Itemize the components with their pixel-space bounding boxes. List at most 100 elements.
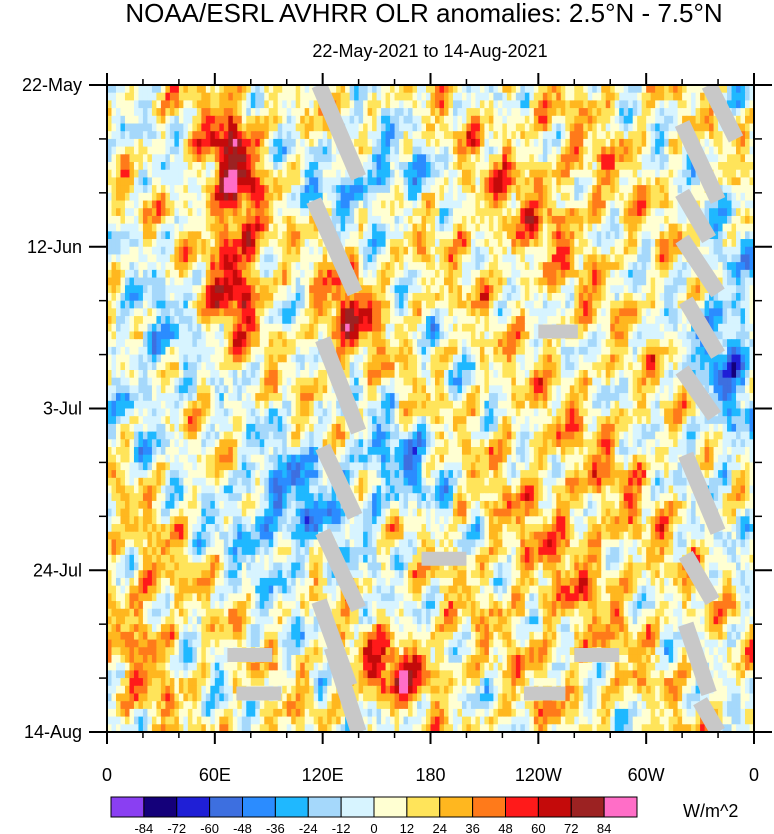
heatmap-cell [515,200,521,209]
heatmap-cell [250,108,256,117]
heatmap-cell [286,115,292,125]
heatmap-cell [399,146,405,155]
heatmap-cell [264,339,270,348]
heatmap-cell [408,85,414,94]
heatmap-cell [169,239,175,248]
heatmap-cell [574,231,580,240]
heatmap-cell [120,123,126,132]
heatmap-cell [124,200,131,209]
heatmap-cell [524,100,530,109]
heatmap-cell [686,331,692,340]
heatmap-cell [650,92,656,101]
heatmap-cell [493,277,499,286]
heatmap-cell [363,339,369,348]
heatmap-cell [232,316,238,325]
heatmap-cell [511,269,517,279]
heatmap-cell [390,331,396,340]
heatmap-cell [560,131,566,140]
heatmap-cell [385,285,391,294]
heatmap-cell [277,162,283,171]
heatmap-cell [434,92,441,101]
heatmap-cell [241,108,247,117]
heatmap-cell [448,339,454,348]
heatmap-cell [601,308,607,317]
heatmap-cell [138,277,144,286]
heatmap-cell [381,239,387,248]
heatmap-cell [524,239,530,248]
heatmap-cell [610,200,616,209]
heatmap-cell [542,131,548,140]
heatmap-cell [713,215,719,225]
heatmap-cell [223,154,229,163]
heatmap-cell [443,346,450,356]
heatmap-cell [345,185,351,194]
heatmap-cell [295,262,301,271]
heatmap-cell [457,292,463,302]
heatmap-cell [399,208,405,217]
heatmap-cell [749,254,754,263]
heatmap-cell [524,169,530,179]
heatmap-cell [295,146,301,155]
heatmap-cell [183,308,189,317]
heatmap-cell [178,277,184,286]
heatmap-cell [664,162,670,171]
heatmap-cell [637,131,643,140]
heatmap-cell [376,292,382,302]
heatmap-cell [470,277,477,286]
heatmap-cell [160,346,167,356]
heatmap-cell [138,331,144,340]
heatmap-cell [484,115,490,125]
heatmap-cell [246,231,252,240]
heatmap-cell [192,254,198,263]
heatmap-cell [511,300,517,309]
heatmap-cell [412,146,418,155]
heatmap-cell [529,177,535,186]
heatmap-cell [448,208,454,217]
heatmap-cell [268,169,274,179]
heatmap-cell [426,85,432,94]
heatmap-cell [650,100,656,109]
heatmap-cell [538,146,544,155]
heatmap-cell [551,285,557,294]
heatmap-cell [196,223,202,232]
heatmap-cell [533,177,539,186]
heatmap-cell [655,154,661,163]
heatmap-cell [354,200,360,209]
heatmap-cell [632,154,638,163]
heatmap-cell [124,331,131,340]
heatmap-cell [331,162,337,171]
heatmap-cell [475,123,481,132]
heatmap-cell [722,292,728,302]
heatmap-cell [646,231,652,240]
heatmap-cell [327,331,333,340]
heatmap-cell [367,277,373,286]
heatmap-cell [124,308,131,317]
heatmap-cell [439,285,445,294]
heatmap-cell [138,300,144,309]
heatmap-cell [574,300,580,309]
heatmap-cell [241,200,247,209]
heatmap-cell [151,223,158,232]
heatmap-cell [417,138,423,148]
heatmap-cell [682,277,688,286]
heatmap-cell [614,100,620,109]
heatmap-cell [232,177,238,186]
heatmap-cell [713,162,719,171]
heatmap-cell [623,316,629,325]
heatmap-cell [295,277,301,286]
heatmap-cell [250,154,256,163]
heatmap-cell [205,223,211,232]
heatmap-cell [619,192,625,202]
heatmap-cell [232,100,238,109]
heatmap-cell [596,300,602,309]
heatmap-cell [349,192,355,202]
heatmap-cell [704,115,710,125]
heatmap-cell [147,185,153,194]
heatmap-cell [376,339,382,348]
heatmap-cell [250,123,256,132]
heatmap-cell [381,316,387,325]
heatmap-cell [300,185,306,194]
heatmap-cell [174,269,180,279]
heatmap-cell [722,131,728,140]
heatmap-cell [592,162,598,171]
